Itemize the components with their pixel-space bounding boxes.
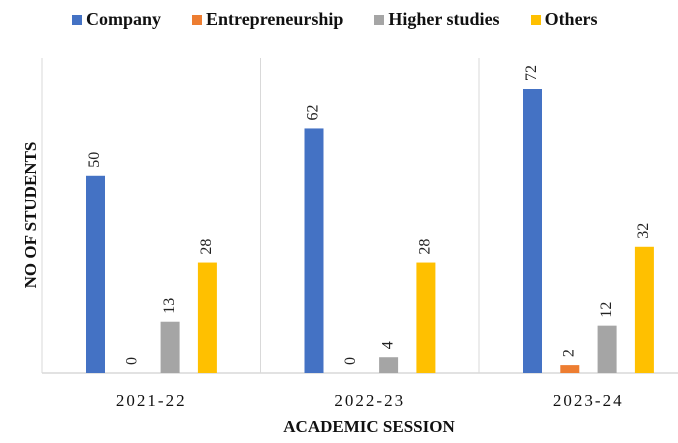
legend-item: Higher studies bbox=[374, 9, 500, 30]
data-label: 32 bbox=[635, 223, 652, 239]
legend-label: Company bbox=[86, 9, 162, 29]
x-tick-label: 2021-22 bbox=[116, 391, 187, 410]
legend-swatch bbox=[374, 14, 385, 25]
data-label: 13 bbox=[161, 298, 178, 314]
data-label: 62 bbox=[305, 104, 322, 120]
legend-swatch bbox=[72, 14, 82, 25]
bar-others bbox=[197, 262, 217, 373]
bar-company bbox=[304, 128, 324, 373]
legend-label: Entrepreneurship bbox=[206, 9, 344, 29]
bar-others bbox=[416, 262, 436, 373]
legend-item: Company bbox=[72, 9, 161, 30]
legend-label: Higher studies bbox=[388, 9, 500, 29]
x-tick-label: 2022-23 bbox=[334, 391, 405, 410]
data-label: 12 bbox=[598, 302, 615, 318]
bar-company bbox=[86, 175, 105, 373]
legend-item: Entrepreneurship bbox=[192, 9, 343, 30]
data-label: 50 bbox=[86, 152, 103, 168]
data-label: 4 bbox=[379, 341, 396, 349]
bar-higher-studies bbox=[597, 325, 617, 373]
bar-higher-studies bbox=[379, 357, 399, 373]
y-axis-title: NO OF STUDENTS bbox=[21, 142, 40, 289]
bar-entrepreneurship bbox=[560, 365, 580, 373]
x-axis-title: ACADEMIC SESSION bbox=[283, 417, 455, 436]
data-label: 0 bbox=[342, 357, 359, 365]
data-label: 28 bbox=[417, 239, 434, 255]
bar-others bbox=[634, 246, 654, 373]
bar-company bbox=[523, 89, 542, 373]
legend-label: Others bbox=[544, 9, 598, 29]
legend-swatch bbox=[530, 14, 541, 25]
legend: Company Entrepreneurship Higher studies Oth… bbox=[72, 9, 629, 30]
legend-swatch bbox=[192, 14, 203, 25]
data-label: 28 bbox=[198, 239, 215, 255]
bar-higher-studies bbox=[160, 321, 180, 373]
data-label: 72 bbox=[523, 65, 540, 81]
x-tick-label: 2023-24 bbox=[553, 391, 624, 410]
legend-item: Others bbox=[530, 9, 598, 30]
data-label: 0 bbox=[123, 357, 140, 365]
data-label: 2 bbox=[560, 349, 577, 357]
